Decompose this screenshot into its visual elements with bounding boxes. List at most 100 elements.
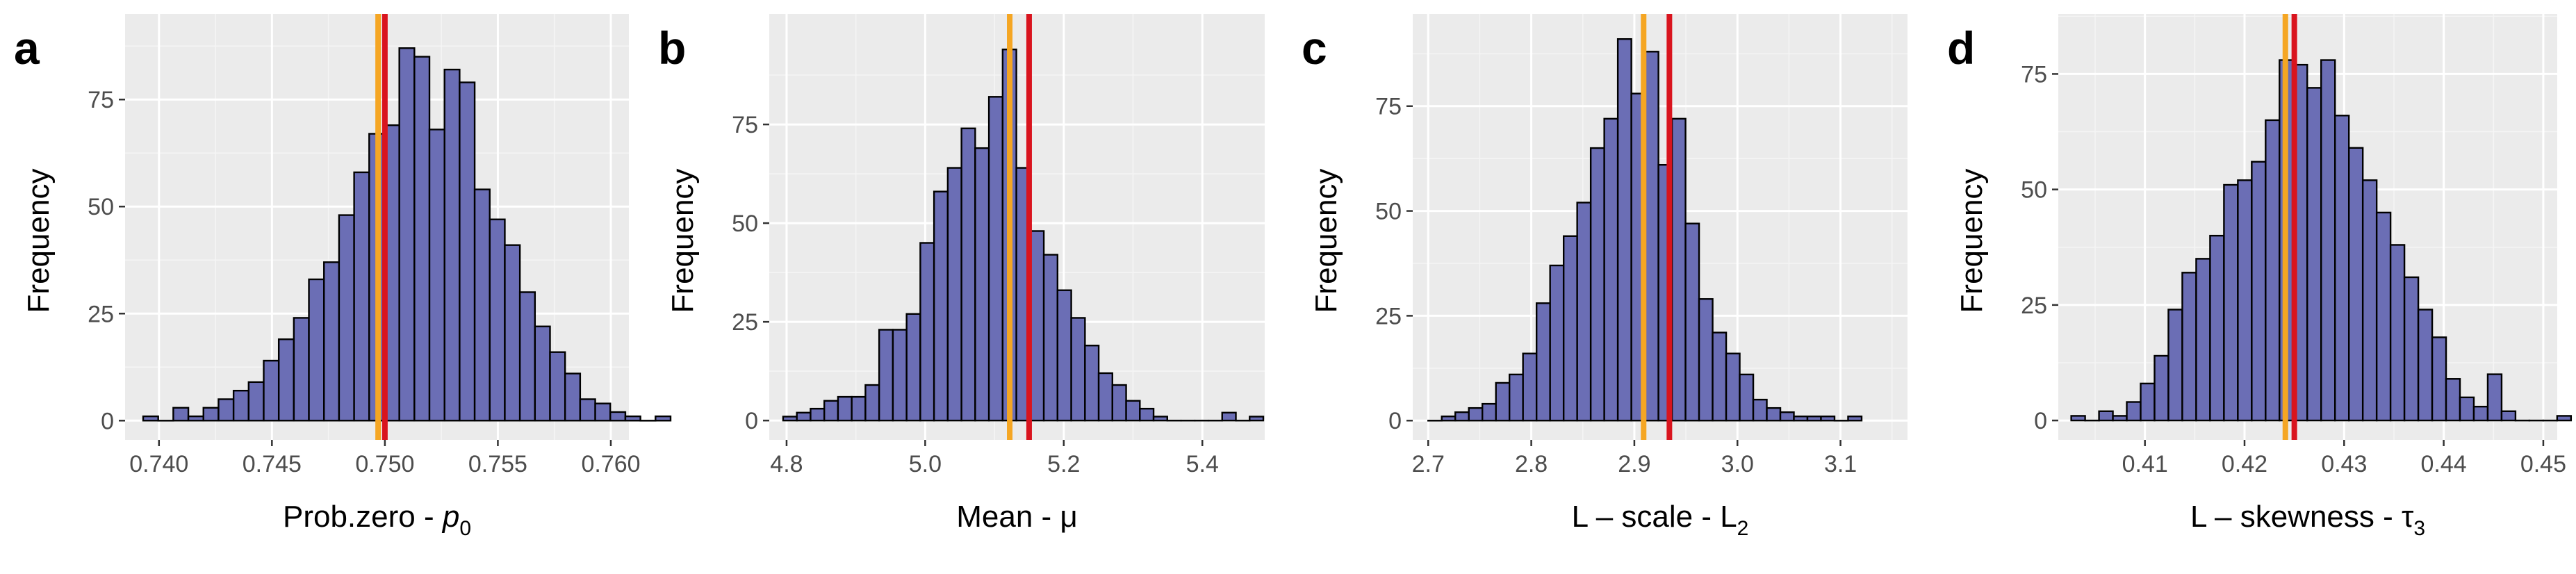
histogram-bar <box>624 415 641 422</box>
histogram-bar <box>823 400 839 422</box>
histogram-bar <box>187 415 204 422</box>
histogram-bar <box>293 317 310 422</box>
y-axis-title: Frequency <box>1309 169 1343 313</box>
histogram-bar <box>1549 264 1565 422</box>
histogram-bar <box>1739 373 1755 422</box>
histogram-bar <box>398 47 416 422</box>
histogram-bar <box>1806 416 1822 422</box>
x-tick-label: 3.0 <box>1721 451 1754 477</box>
histogram-bar <box>1725 352 1741 422</box>
histogram-bar <box>1495 382 1511 422</box>
histogram-bar <box>2153 354 2169 422</box>
y-tick-label: 75 <box>732 112 758 138</box>
histogram-bar <box>1616 38 1632 422</box>
histogram-bar <box>549 351 566 422</box>
histogram-bar <box>353 171 370 422</box>
x-tick-label: 5.2 <box>1047 451 1080 477</box>
histogram-bar <box>2237 179 2253 422</box>
histogram-bar <box>655 415 672 422</box>
histogram-bar <box>413 56 431 422</box>
histogram-bar <box>2306 87 2322 422</box>
histogram-bar <box>2334 115 2350 422</box>
histogram-bar <box>2556 415 2573 422</box>
histogram-bar <box>1603 117 1619 422</box>
histogram-bar <box>1589 147 1605 422</box>
x-axis-title: L – scale - L2 <box>1572 500 1749 540</box>
y-axis-title: Frequency <box>666 169 700 313</box>
histogram-bar <box>946 167 962 422</box>
histogram-bar <box>1820 416 1836 422</box>
x-tick-label: 5.0 <box>909 451 942 477</box>
histogram-bar <box>609 411 627 422</box>
histogram-bar <box>473 188 491 422</box>
histogram-bar <box>2320 59 2336 422</box>
histogram-bar <box>1152 416 1168 422</box>
x-tick-label: 5.4 <box>1186 451 1219 477</box>
histogram-bar <box>2459 396 2475 422</box>
y-tick-label: 25 <box>732 309 758 336</box>
histogram-bar <box>2417 309 2434 422</box>
histogram-bar <box>338 214 355 422</box>
histogram-bar <box>905 313 921 422</box>
x-axis-title: Prob.zero - p0 <box>283 500 471 540</box>
histogram-bar <box>1698 298 1714 422</box>
x-tick-label: 2.7 <box>1412 451 1445 477</box>
histogram-bar <box>892 329 908 422</box>
histogram-bar <box>263 359 280 422</box>
histogram-bar <box>1522 352 1538 422</box>
histogram-bar <box>1070 317 1086 422</box>
histogram-bar <box>579 398 596 422</box>
x-tick-label: 0.44 <box>2421 451 2467 477</box>
x-tick-label: 4.8 <box>770 451 803 477</box>
panel-b: 4.8 5.0 5.2 5.4 0 25 50 75 Frequency Mean - μ b <box>658 14 1265 534</box>
y-tick-label: 25 <box>1375 303 1402 329</box>
histogram-bar <box>1671 117 1687 422</box>
histogram-bar <box>2431 336 2447 422</box>
histogram-bar <box>489 218 506 422</box>
histogram-bar <box>277 338 295 422</box>
y-axis-title: Frequency <box>22 169 56 313</box>
panel-a: 0.740 0.745 0.750 0.755 0.760 0 25 50 75 Frequenc… <box>14 14 672 540</box>
histogram-bar <box>1712 331 1728 422</box>
histogram-bar <box>2167 309 2183 422</box>
histogram-bar <box>2361 179 2378 422</box>
x-tick-label: 3.1 <box>1824 451 1857 477</box>
histogram-bar <box>1029 230 1045 422</box>
histogram-bar <box>2209 234 2225 422</box>
histogram-bar <box>1643 51 1659 422</box>
histogram-bar <box>2070 415 2086 422</box>
y-axis-title: Frequency <box>1955 169 1989 313</box>
histogram-bar <box>202 407 220 422</box>
histogram-bar <box>1847 416 1863 422</box>
histogram-bar <box>1779 411 1795 422</box>
histogram-bar <box>2403 276 2420 422</box>
histogram-bar <box>851 395 867 422</box>
histogram-bar <box>1111 384 1127 422</box>
histogram-bar <box>2251 161 2267 422</box>
histogram-bar <box>564 372 582 422</box>
histogram-bar <box>2500 410 2517 422</box>
histogram-bar <box>1535 302 1551 422</box>
x-axis-title: Mean - μ <box>956 500 1078 534</box>
y-tick-label: 75 <box>1375 94 1402 120</box>
histogram-bar <box>960 127 976 422</box>
histogram-bar <box>2112 415 2128 422</box>
histogram-bar <box>1793 416 1809 422</box>
histogram-bar <box>247 381 265 422</box>
histogram-bar <box>2181 272 2197 422</box>
x-tick-label: 0.760 <box>581 451 640 477</box>
histogram-bar <box>864 384 880 422</box>
histogram-bar <box>2347 147 2364 422</box>
histogram-bar <box>1684 222 1700 422</box>
y-tick-label: 25 <box>2021 293 2047 319</box>
x-tick-label: 0.42 <box>2222 451 2267 477</box>
histogram-bar <box>308 278 325 422</box>
histogram-bar <box>323 261 341 422</box>
y-tick-label: 25 <box>88 301 114 327</box>
x-tick-label: 0.750 <box>355 451 414 477</box>
histogram-bar <box>1482 402 1497 422</box>
y-tick-label: 50 <box>732 211 758 237</box>
histogram-bar <box>1576 202 1592 422</box>
